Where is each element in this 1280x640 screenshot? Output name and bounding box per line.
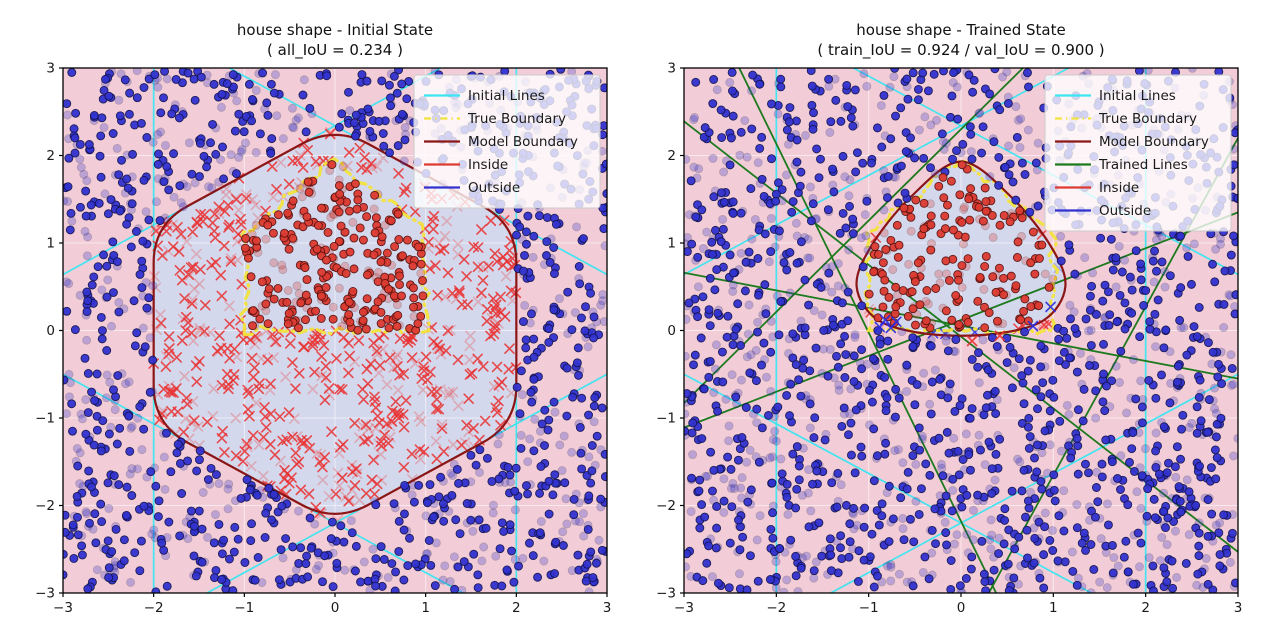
y-tick-label: 3 bbox=[667, 61, 676, 77]
y-tick-label: −3 bbox=[656, 586, 676, 602]
axis-ticks: −3 −2 −1 0 1 2 3 −3 −2 −1 0 1 2 3 bbox=[656, 61, 1242, 617]
legend: Initial Lines True Boundary Model Boundary… bbox=[413, 74, 601, 209]
plot-canvas-1: Initial Lines True Boundary Model Boundary… bbox=[656, 61, 1242, 617]
plot-area bbox=[684, 68, 1238, 593]
plot-canvas-0: Initial Lines True Boundary Model Boundary… bbox=[35, 61, 611, 617]
true-boundary bbox=[237, 157, 432, 337]
x-tick-label: 3 bbox=[1234, 600, 1243, 616]
legend-label: True Boundary bbox=[1098, 111, 1197, 127]
legend-label: Outside bbox=[468, 180, 520, 196]
y-tick-label: −2 bbox=[656, 498, 676, 514]
y-tick-label: −2 bbox=[35, 498, 55, 514]
x-tick-label: −2 bbox=[144, 600, 164, 616]
legend-label: Inside bbox=[468, 157, 508, 173]
right-plot-title-line2: ( train_IoU = 0.924 / val_IoU = 0.900 ) bbox=[817, 41, 1105, 59]
x-tick-label: 0 bbox=[331, 600, 340, 616]
scatter-dots bbox=[684, 68, 1238, 593]
x-tick-label: 2 bbox=[1141, 600, 1150, 616]
y-tick-label: −1 bbox=[656, 411, 676, 427]
y-tick-label: −1 bbox=[35, 411, 55, 427]
x-tick-label: −1 bbox=[234, 600, 254, 616]
model-boundary bbox=[855, 160, 1067, 337]
left-plot-title: house shape - Initial State ( all_IoU = … bbox=[63, 20, 607, 60]
legend-label: Initial Lines bbox=[468, 88, 545, 104]
x-tick-label: −1 bbox=[859, 600, 879, 616]
x-tick-label: 1 bbox=[421, 600, 430, 616]
y-tick-label: 1 bbox=[667, 236, 676, 252]
left-plot-title-line1: house shape - Initial State bbox=[236, 21, 434, 39]
legend-label: Inside bbox=[1099, 180, 1139, 196]
legend: Initial Lines True Boundary Model Boundary… bbox=[1044, 74, 1232, 232]
y-tick-label: −3 bbox=[35, 586, 55, 602]
left-plot-title-line2: ( all_IoU = 0.234 ) bbox=[267, 41, 403, 59]
right-plot-title-line1: house shape - Trained State bbox=[856, 21, 1066, 39]
legend-label: Model Boundary bbox=[468, 134, 578, 150]
y-tick-label: 2 bbox=[46, 148, 55, 164]
y-tick-label: 1 bbox=[46, 236, 55, 252]
legend-label: True Boundary bbox=[467, 111, 566, 127]
axis-ticks: −3 −2 −1 0 1 2 3 −3 −2 −1 0 1 2 3 bbox=[35, 61, 611, 617]
y-tick-label: 3 bbox=[46, 61, 55, 77]
y-tick-label: 0 bbox=[667, 323, 676, 339]
x-tick-label: 0 bbox=[957, 600, 966, 616]
right-plot-title: house shape - Trained State ( train_IoU … bbox=[684, 20, 1238, 60]
x-tick-label: −3 bbox=[674, 600, 694, 616]
y-tick-label: 2 bbox=[667, 148, 676, 164]
legend-label: Outside bbox=[1099, 203, 1151, 219]
x-tick-label: −3 bbox=[53, 600, 73, 616]
x-tick-label: −2 bbox=[766, 600, 786, 616]
legend-label: Trained Lines bbox=[1098, 157, 1188, 173]
extra-misclassified-marks bbox=[874, 301, 1056, 347]
x-tick-label: 3 bbox=[603, 600, 612, 616]
legend-label: Initial Lines bbox=[1099, 88, 1176, 104]
y-tick-label: 0 bbox=[46, 323, 55, 339]
x-tick-label: 1 bbox=[1049, 600, 1058, 616]
x-tick-label: 2 bbox=[512, 600, 521, 616]
legend-label: Model Boundary bbox=[1099, 134, 1209, 150]
